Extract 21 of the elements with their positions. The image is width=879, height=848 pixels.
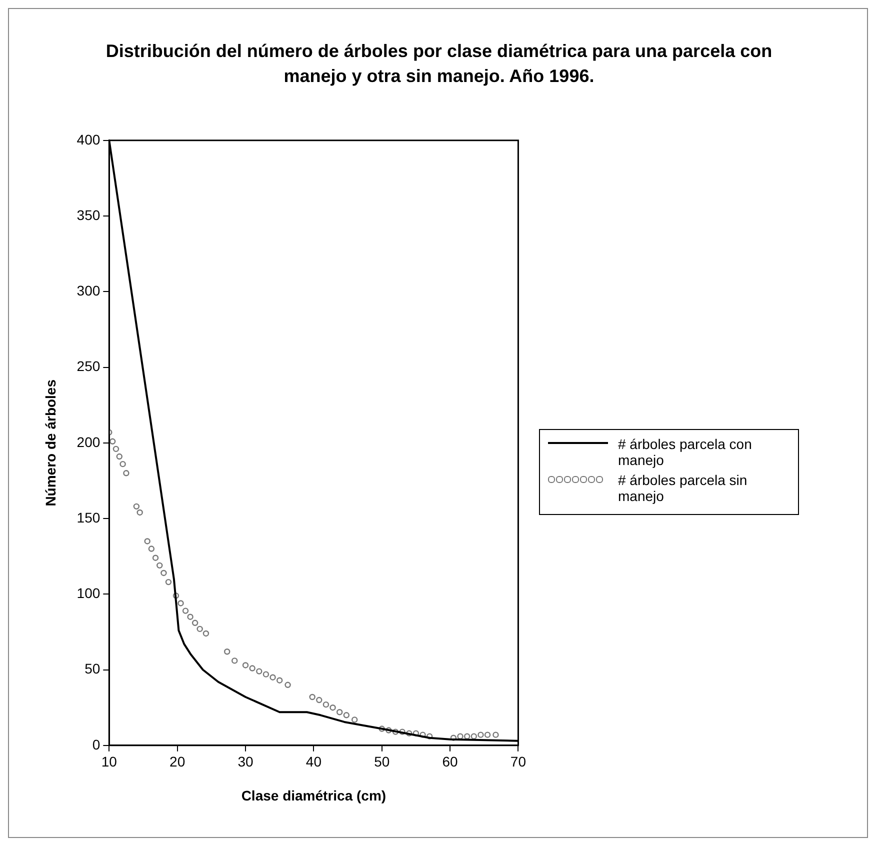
y-tick-label: 400 xyxy=(76,131,100,148)
x-tick-label: 50 xyxy=(374,754,390,770)
x-axis-title: Clase diamétrica (cm) xyxy=(241,787,386,804)
x-tick-label: 10 xyxy=(101,754,118,770)
chart-title: Distribución del número de árboles por clase diamétrica para una parcela con manejo y otra sin manejo. Año 1996. xyxy=(104,40,774,88)
y-tick-label: 100 xyxy=(76,585,100,602)
y-tick-label: 150 xyxy=(76,509,100,526)
x-tick-label: 20 xyxy=(170,754,186,770)
y-tick-label: 250 xyxy=(76,358,100,374)
y-tick-label: 350 xyxy=(76,206,100,223)
legend-label: # árboles parcela con manejo xyxy=(618,436,753,468)
legend-label: # árboles parcela sin manejo xyxy=(618,472,748,504)
y-tick-label: 0 xyxy=(92,736,100,752)
x-tick-label: 40 xyxy=(306,754,322,770)
x-tick-label: 30 xyxy=(238,754,254,770)
x-tick-label: 70 xyxy=(510,754,526,770)
y-tick-label: 300 xyxy=(76,282,100,299)
y-tick-label: 50 xyxy=(84,660,100,677)
x-tick-label: 60 xyxy=(442,754,458,770)
y-tick-label: 200 xyxy=(76,434,100,450)
y-axis-title: Número de árboles xyxy=(42,379,58,506)
